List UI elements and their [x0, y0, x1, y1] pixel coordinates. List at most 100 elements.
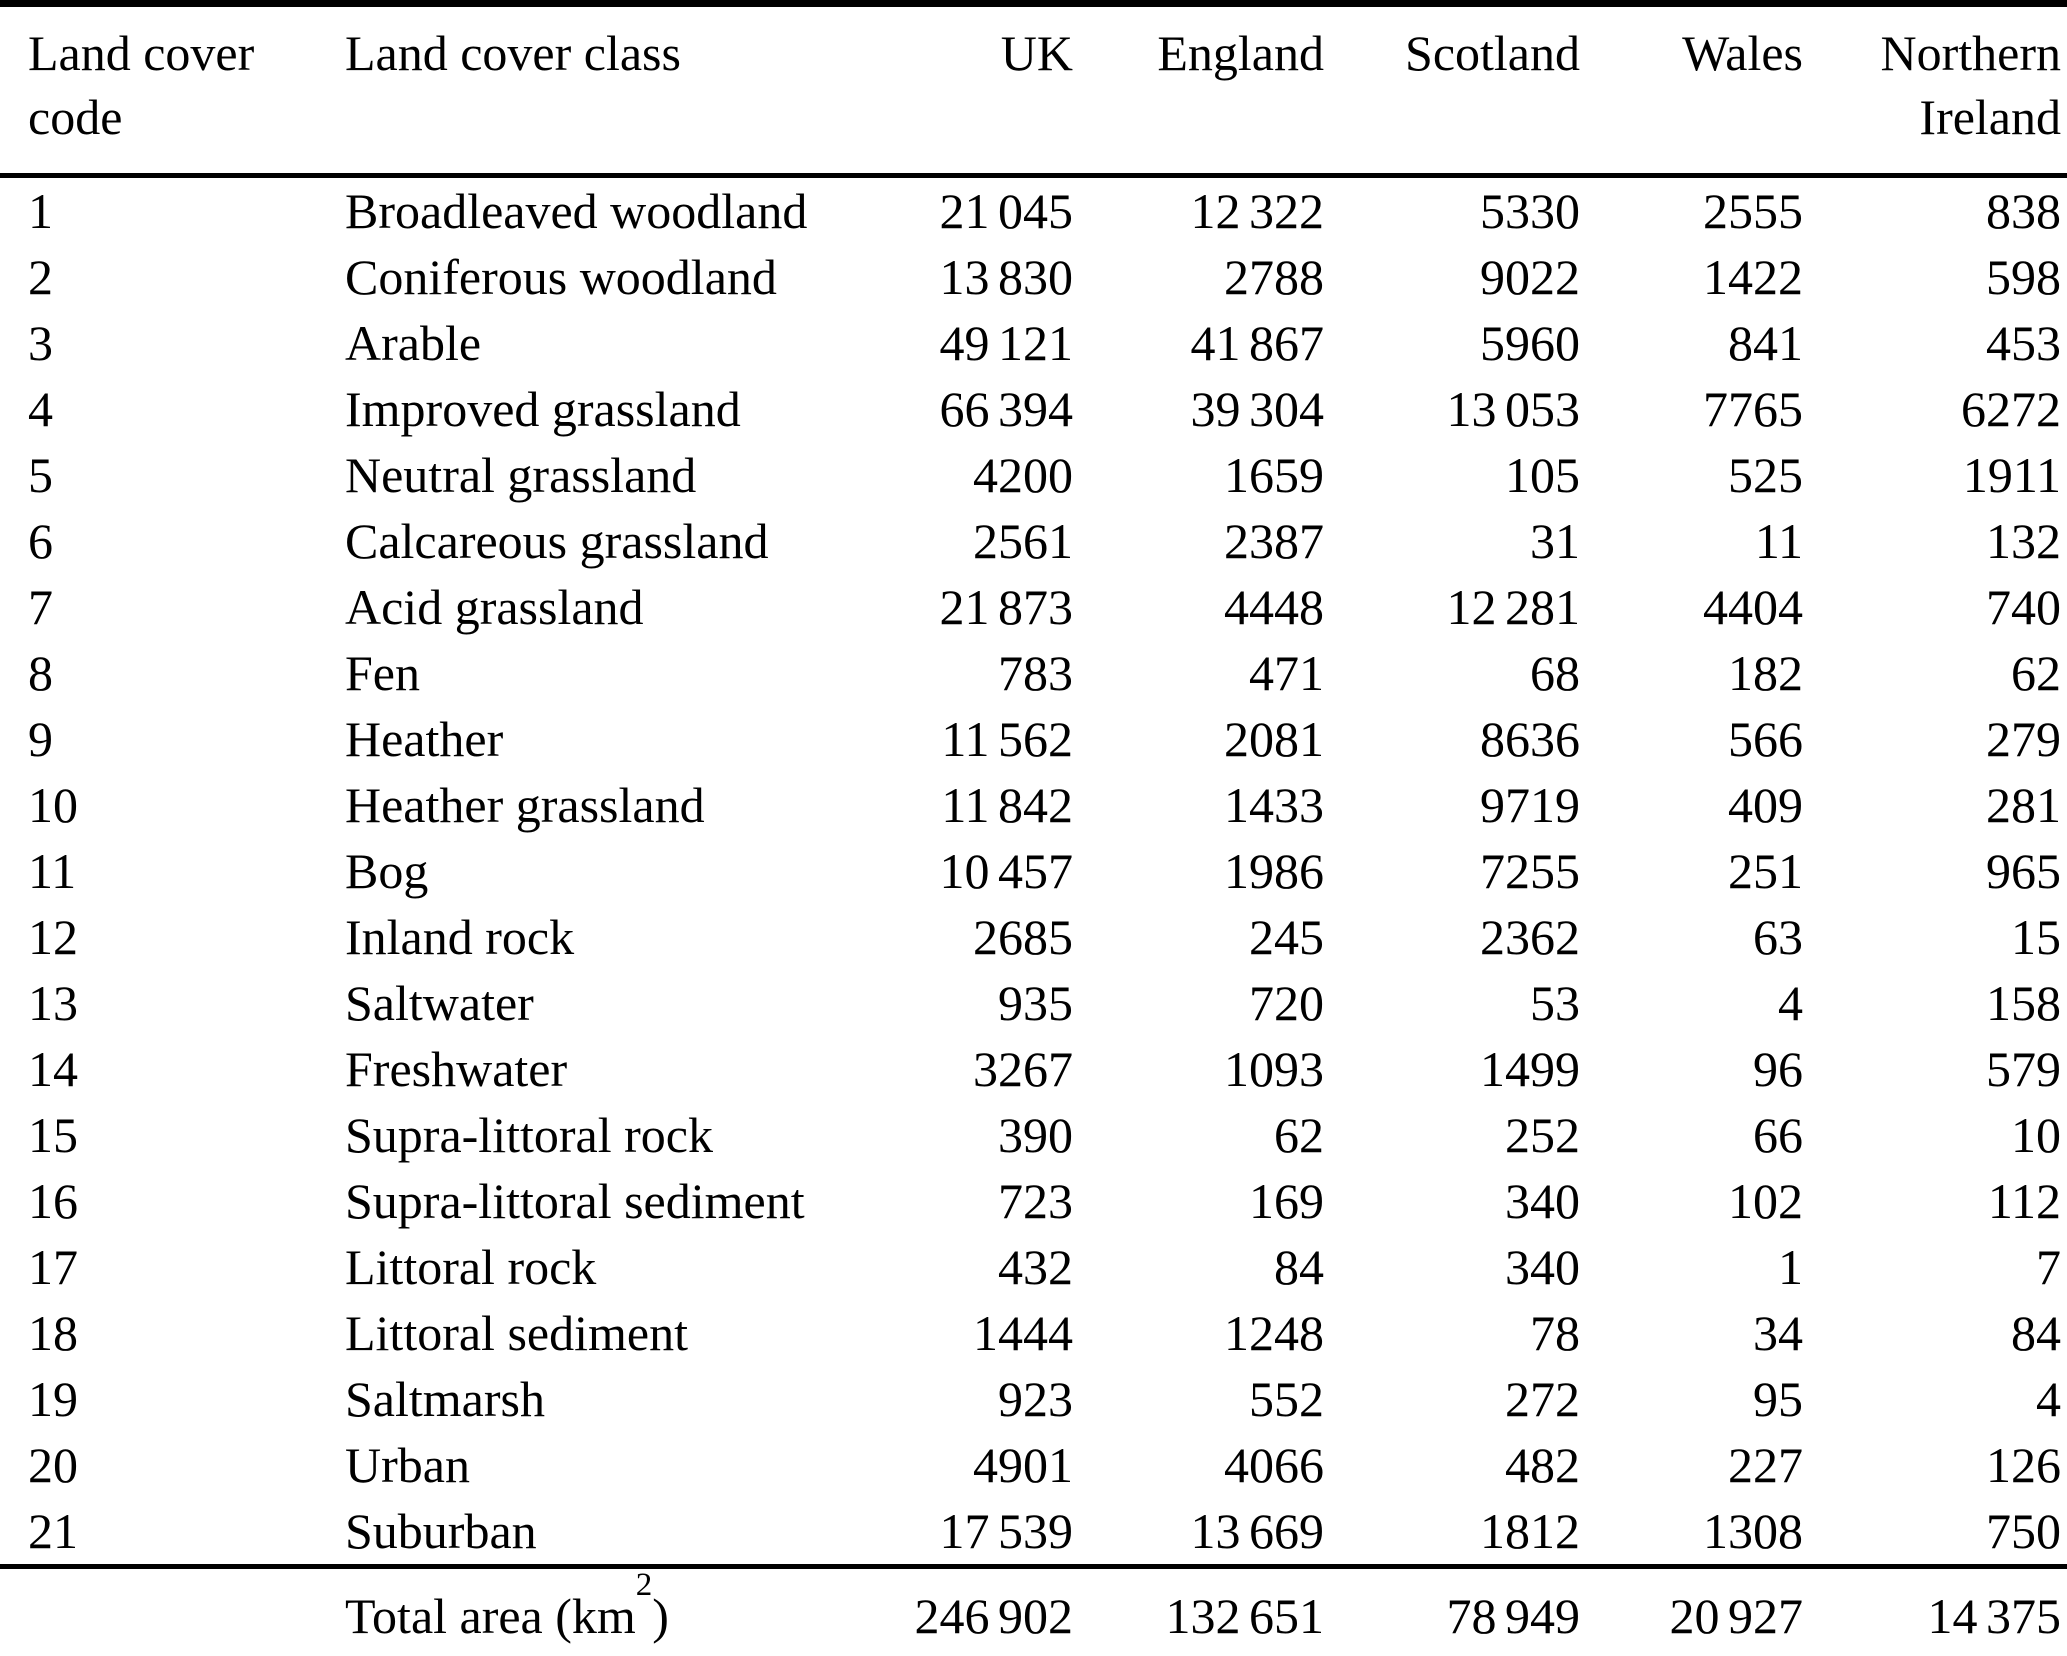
cell-code: 17 — [28, 1239, 78, 1295]
cell-northern-ireland: 740 — [1986, 579, 2061, 635]
cell-wales: 11 — [1754, 513, 1803, 569]
cell-scotland: 53 — [1530, 975, 1580, 1031]
cell-northern-ireland: 279 — [1986, 711, 2061, 767]
cell-wales: 1 — [1778, 1239, 1803, 1295]
cell-class: Urban — [345, 1437, 470, 1493]
cell-wales: 409 — [1728, 777, 1803, 833]
table-row: 18 Littoral sediment 1444 1248 78 34 84 — [0, 1300, 2067, 1366]
cell-england: 1659 — [1224, 447, 1324, 503]
cell-england: 62 — [1274, 1107, 1324, 1163]
cell-northern-ireland: 84 — [2011, 1305, 2061, 1361]
cell-class: Improved grassland — [345, 381, 741, 437]
cell-class: Freshwater — [345, 1041, 568, 1097]
cell-uk: 10 457 — [939, 843, 1074, 899]
cell-wales: 841 — [1728, 315, 1803, 371]
cell-northern-ireland: 62 — [2011, 645, 2061, 701]
table-row: 7 Acid grassland 21 873 4448 12 281 4404… — [0, 574, 2067, 640]
cell-scotland: 8636 — [1480, 711, 1580, 767]
cell-uk: 11 562 — [941, 711, 1073, 767]
table-row: 11 Bog 10 457 1986 7255 251 965 — [0, 838, 2067, 904]
cell-england: 720 — [1249, 975, 1324, 1031]
cell-northern-ireland: 4 — [2036, 1371, 2061, 1427]
cell-scotland: 7255 — [1480, 843, 1580, 899]
total-row: Total area (km2) 246 902 132 651 78 949 … — [0, 1567, 2067, 1656]
col-header-uk: UK — [815, 3, 1075, 178]
cell-scotland: 9022 — [1480, 249, 1580, 305]
cell-class: Supra-littoral sediment — [345, 1173, 805, 1229]
cell-northern-ireland: 750 — [1805, 1498, 2067, 1569]
cell-wales: 7765 — [1703, 381, 1803, 437]
cell-code: 11 — [28, 843, 77, 899]
cell-northern-ireland: 453 — [1986, 315, 2061, 371]
cell-code: 2 — [28, 249, 53, 305]
cell-england: 84 — [1274, 1239, 1324, 1295]
cell-uk: 11 842 — [941, 777, 1073, 833]
cell-uk: 432 — [998, 1239, 1073, 1295]
col-header-wales: Wales — [1582, 3, 1805, 178]
table-row: 15 Supra-littoral rock 390 62 252 66 10 — [0, 1102, 2067, 1168]
cell-code: 1 — [28, 183, 53, 239]
cell-scotland: 340 — [1505, 1173, 1580, 1229]
cell-scotland: 1812 — [1326, 1498, 1582, 1569]
cell-code: 15 — [28, 1107, 78, 1163]
cell-wales: 2555 — [1703, 183, 1803, 239]
cell-northern-ireland: 598 — [1986, 249, 2061, 305]
cell-wales: 95 — [1753, 1371, 1803, 1427]
cell-england: 2081 — [1224, 711, 1324, 767]
cell-code: 9 — [28, 711, 53, 767]
cell-uk: 17 539 — [815, 1498, 1075, 1569]
table-row: 10 Heather grassland 11 842 1433 9719 40… — [0, 772, 2067, 838]
table-row: 17 Littoral rock 432 84 340 1 7 — [0, 1234, 2067, 1300]
col-header-scotland: Scotland — [1326, 3, 1582, 178]
table-row: 12 Inland rock 2685 245 2362 63 15 — [0, 904, 2067, 970]
cell-class: Saltwater — [345, 975, 534, 1031]
cell-wales: 34 — [1753, 1305, 1803, 1361]
cell-northern-ireland: 579 — [1986, 1041, 2061, 1097]
cell-wales: 4404 — [1703, 579, 1803, 635]
cell-wales: 96 — [1753, 1041, 1803, 1097]
cell-uk: 923 — [998, 1371, 1073, 1427]
cell-code: 20 — [28, 1437, 78, 1493]
total-empty-cell — [0, 1567, 315, 1656]
table-header: Land cover code Land cover class UK Engl… — [0, 3, 2067, 178]
cell-scotland: 105 — [1505, 447, 1580, 503]
total-northern-ireland: 14 375 — [1927, 1588, 2062, 1644]
cell-code: 8 — [28, 645, 53, 701]
table-row: 13 Saltwater 935 720 53 4 158 — [0, 970, 2067, 1036]
cell-code: 6 — [28, 513, 53, 569]
cell-class: Neutral grassland — [345, 447, 697, 503]
cell-class: Supra-littoral rock — [345, 1107, 713, 1163]
cell-class: Inland rock — [345, 909, 575, 965]
cell-class: Littoral rock — [345, 1239, 597, 1295]
cell-code: 18 — [28, 1305, 78, 1361]
table-row: 4 Improved grassland 66 394 39 304 13 05… — [0, 376, 2067, 442]
cell-northern-ireland: 838 — [1986, 183, 2061, 239]
table-body: 1 Broadleaved woodland 21 045 12 322 533… — [0, 176, 2067, 1569]
table-row: 2 Coniferous woodland 13 830 2788 9022 1… — [0, 244, 2067, 310]
table-row: 1 Broadleaved woodland 21 045 12 322 533… — [0, 176, 2067, 245]
cell-northern-ireland: 281 — [1986, 777, 2061, 833]
cell-england: 41 867 — [1190, 315, 1325, 371]
header-row: Land cover code Land cover class UK Engl… — [0, 3, 2067, 178]
cell-scotland: 31 — [1530, 513, 1580, 569]
cell-uk: 783 — [998, 645, 1073, 701]
cell-code: 10 — [28, 777, 78, 833]
col-header-land-cover-class: Land cover class — [315, 3, 815, 178]
cell-class: Heather grassland — [345, 777, 705, 833]
cell-wales: 66 — [1753, 1107, 1803, 1163]
cell-code: 7 — [28, 579, 53, 635]
col-header-northern-ireland: Northern Ireland — [1805, 3, 2067, 178]
cell-northern-ireland: 965 — [1986, 843, 2061, 899]
table-footer: Total area (km2) 246 902 132 651 78 949 … — [0, 1567, 2067, 1656]
cell-northern-ireland: 7 — [2036, 1239, 2061, 1295]
cell-england: 245 — [1249, 909, 1324, 965]
cell-uk: 66 394 — [939, 381, 1074, 437]
cell-england: 12 322 — [1190, 183, 1325, 239]
cell-northern-ireland: 1911 — [1962, 447, 2061, 503]
cell-uk: 4200 — [973, 447, 1073, 503]
cell-code: 16 — [28, 1173, 78, 1229]
table-row: 3 Arable 49 121 41 867 5960 841 453 — [0, 310, 2067, 376]
cell-northern-ireland: 15 — [2011, 909, 2061, 965]
